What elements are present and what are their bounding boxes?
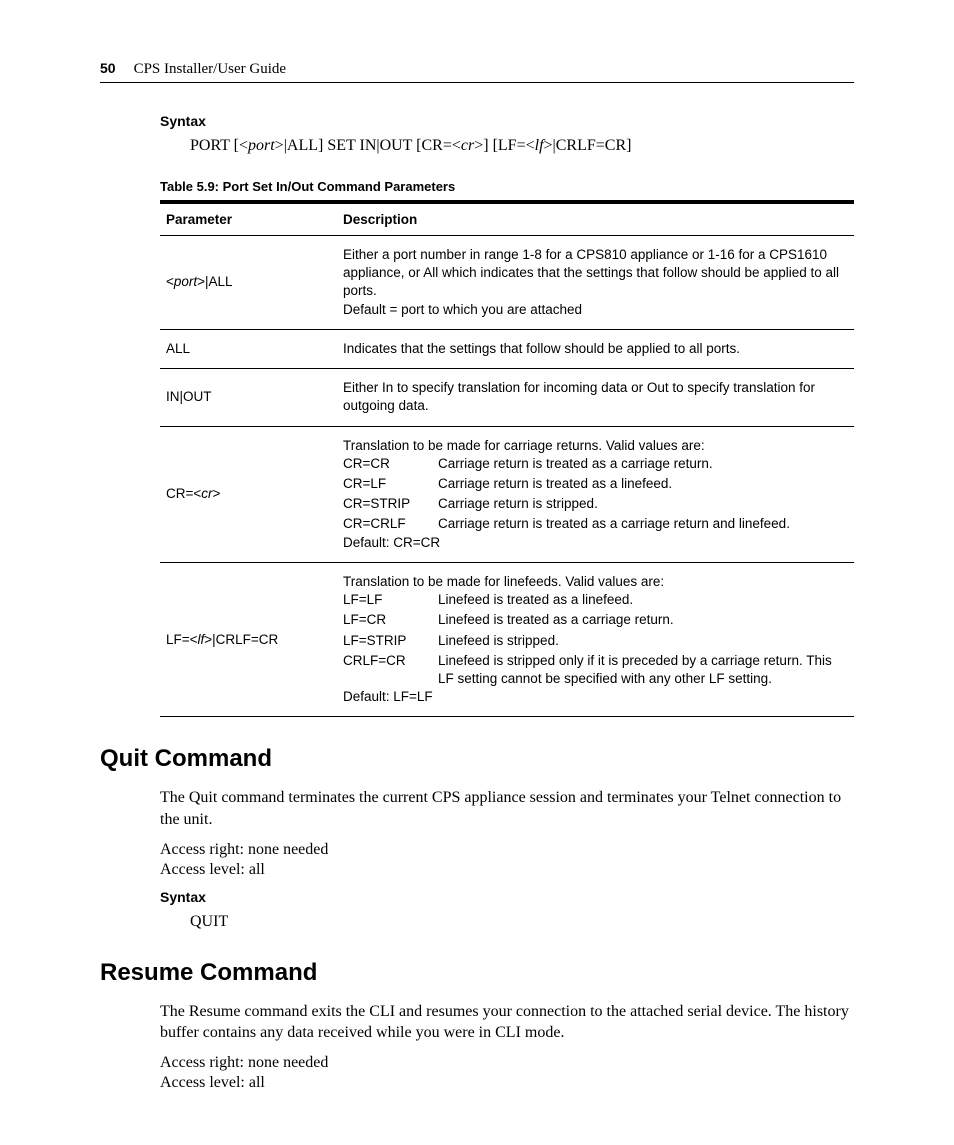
page-header: 50 CPS Installer/User Guide [100,60,854,78]
table-header-row: Parameter Description [160,204,854,236]
syntax-command: QUIT [190,913,854,931]
value-list: CR=CRCarriage return is treated as a car… [343,455,848,534]
value-desc: Linefeed is stripped only if it is prece… [438,652,848,688]
param-text: < [166,274,174,289]
cell-description: Indicates that the settings that follow … [337,329,854,368]
table-row: ALL Indicates that the settings that fol… [160,329,854,368]
page: 50 CPS Installer/User Guide Syntax PORT … [0,0,954,1145]
param-text: port [174,274,197,289]
syntax-text: >] [LF=< [474,137,534,154]
value-desc: Carriage return is treated as a carriage… [438,515,848,533]
syntax-text: PORT [< [190,137,248,154]
cell-description: Translation to be made for linefeeds. Va… [337,562,854,717]
value-desc: Linefeed is treated as a carriage return… [438,611,848,629]
param-text: CR=< [166,486,201,501]
value-key: CR=STRIP [343,495,438,513]
heading-quit-command: Quit Command [100,745,854,773]
syntax-line: PORT [<port>|ALL] SET IN|OUT [CR=<cr>] [… [190,137,854,155]
access-right: Access right: none needed [160,841,854,859]
syntax-param-port: port [248,137,275,154]
desc-intro: Translation to be made for linefeeds. Va… [343,573,848,591]
heading-resume-command: Resume Command [100,959,854,987]
value-desc: Carriage return is treated as a carriage… [438,455,848,473]
syntax-label: Syntax [160,113,854,129]
table-row: IN|OUT Either In to specify translation … [160,369,854,426]
syntax-text: >|ALL] SET IN|OUT [CR=< [275,137,461,154]
syntax-param-lf: lf [535,137,544,154]
value-key: CRLF=CR [343,652,438,688]
body-text: The Resume command exits the CLI and res… [160,1001,854,1044]
value-key: CR=CRLF [343,515,438,533]
desc-default: Default: CR=CR [343,534,848,552]
param-text: >|ALL [197,274,232,289]
col-header-parameter: Parameter [160,204,337,236]
value-desc: Linefeed is stripped. [438,632,848,650]
param-text: LF=< [166,632,198,647]
access-right: Access right: none needed [160,1054,854,1072]
value-desc: Carriage return is stripped. [438,495,848,513]
cell-parameter: LF=<lf>|CRLF=CR [160,562,337,717]
parameters-table: Parameter Description <port>|ALL Either … [160,200,854,717]
cell-description: Either a port number in range 1-8 for a … [337,236,854,330]
cell-parameter: CR=<cr> [160,426,337,562]
document-title: CPS Installer/User Guide [134,61,286,78]
value-key: CR=LF [343,475,438,493]
access-level: Access level: all [160,1074,854,1092]
cell-parameter: ALL [160,329,337,368]
header-rule [100,82,854,83]
value-key: CR=CR [343,455,438,473]
access-level: Access level: all [160,861,854,879]
param-text: cr [201,486,212,501]
value-key: LF=STRIP [343,632,438,650]
col-header-description: Description [337,204,854,236]
cell-description: Either In to specify translation for inc… [337,369,854,426]
value-key: LF=LF [343,591,438,609]
body-text: The Quit command terminates the current … [160,787,854,830]
value-key: LF=CR [343,611,438,629]
param-text: > [213,486,221,501]
table-caption: Table 5.9: Port Set In/Out Command Param… [160,179,854,194]
table-row: LF=<lf>|CRLF=CR Translation to be made f… [160,562,854,717]
syntax-label: Syntax [160,889,854,905]
cell-description: Translation to be made for carriage retu… [337,426,854,562]
value-desc: Carriage return is treated as a linefeed… [438,475,848,493]
param-text: >|CRLF=CR [204,632,278,647]
value-desc: Linefeed is treated as a linefeed. [438,591,848,609]
syntax-param-cr: cr [461,137,474,154]
table-row: CR=<cr> Translation to be made for carri… [160,426,854,562]
page-number: 50 [100,60,116,76]
syntax-text: >|CRLF=CR] [544,137,632,154]
desc-intro: Translation to be made for carriage retu… [343,437,848,455]
cell-parameter: <port>|ALL [160,236,337,330]
value-list: LF=LFLinefeed is treated as a linefeed. … [343,591,848,688]
cell-parameter: IN|OUT [160,369,337,426]
desc-default: Default: LF=LF [343,688,848,706]
table-row: <port>|ALL Either a port number in range… [160,236,854,330]
